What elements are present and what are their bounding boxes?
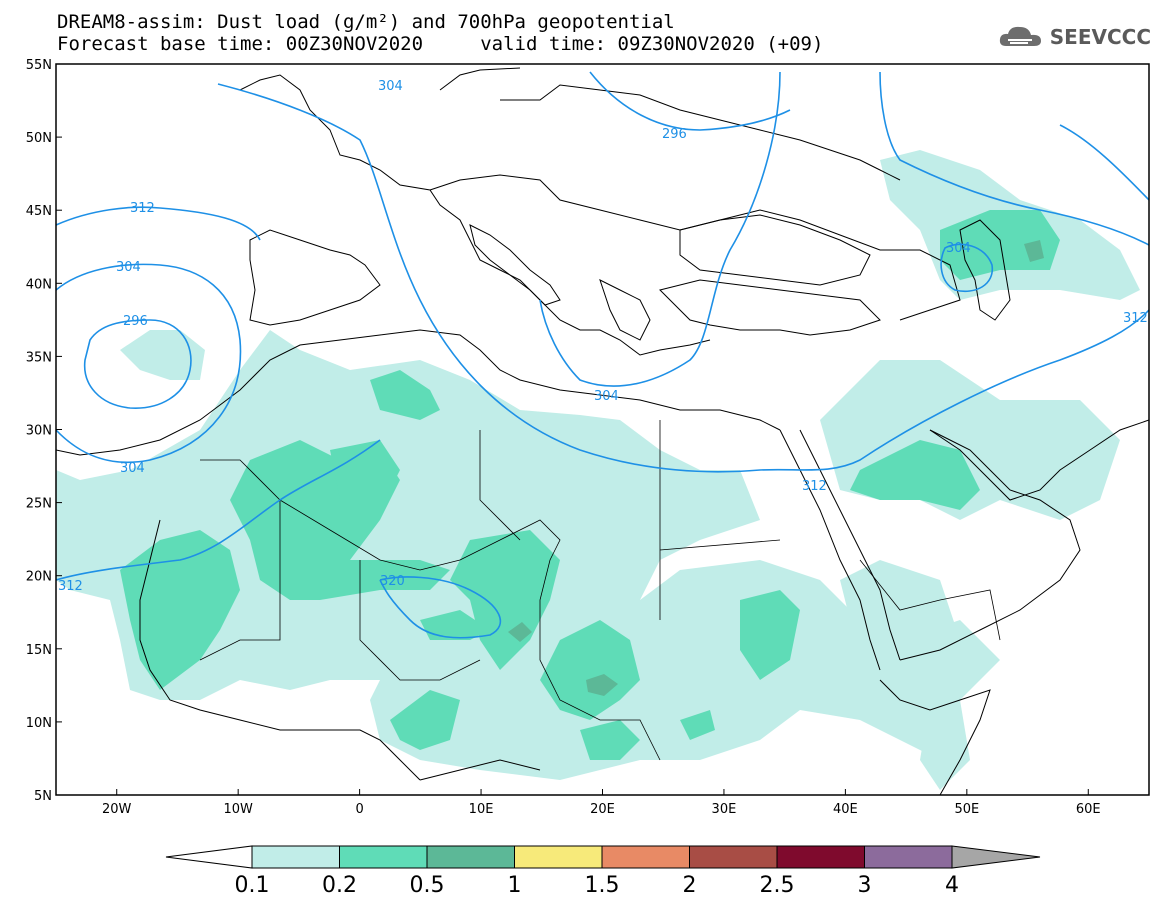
colorbar-swatch: [514, 845, 603, 869]
colorbar: 0.1 0.2 0.5 1 1.5 2 2.5 3 4: [165, 845, 1041, 898]
colorbar-label: 1.5: [585, 873, 620, 898]
lat-tick-label: 40N: [26, 277, 52, 292]
lon-tick-label: 50E: [954, 802, 979, 817]
colorbar-label: 1: [508, 873, 522, 898]
colorbar-label: 0.5: [410, 873, 445, 898]
lon-tick-label: 10E: [469, 802, 494, 817]
lon-tick-label: 60E: [1076, 802, 1101, 817]
contour-label: 304: [120, 461, 145, 476]
lat-tick-label: 20N: [26, 570, 52, 585]
contour-label: 304: [594, 389, 619, 404]
colorbar-swatch: [776, 845, 865, 869]
colorbar-label: 4: [945, 873, 959, 898]
chart-title: DREAM8-assim: Dust load (g/m²) and 700hP…: [57, 11, 675, 33]
contour-label: 304: [378, 79, 403, 94]
colorbar-swatch: [689, 845, 778, 869]
logo-text: SEEVCCC: [1049, 25, 1151, 49]
lon-tick-label: 20E: [590, 802, 615, 817]
colorbar-swatch: [251, 845, 340, 869]
chart-subtitle: Forecast base time: 00Z30NOV2020 valid t…: [57, 33, 824, 55]
cloud-icon: [999, 26, 1041, 46]
colorbar-swatch: [339, 845, 428, 869]
dust-shading: [56, 150, 1140, 790]
lat-tick-label: 5N: [34, 789, 52, 804]
colorbar-swatch: [601, 845, 690, 869]
coastlines: [56, 67, 1149, 795]
lat-tick-label: 50N: [26, 131, 52, 146]
lat-tick-label: 25N: [26, 497, 52, 512]
colorbar-label: 0.1: [235, 873, 270, 898]
contour-label: 312: [1123, 311, 1148, 326]
contour-label: 304: [116, 260, 141, 275]
lat-tick-label: 35N: [26, 350, 52, 365]
contour-label: 304: [946, 241, 971, 256]
lon-tick-label: 20W: [102, 802, 132, 817]
colorbar-over-arrow: [951, 845, 1041, 869]
lat-tick-label: 10N: [26, 716, 52, 731]
lat-tick-label: 45N: [26, 204, 52, 219]
contour-labels: 304 296 312 304 296 304 304 312 320 304 …: [58, 79, 1148, 594]
colorbar-label: 0.2: [322, 873, 357, 898]
lat-tick-label: 55N: [26, 58, 52, 73]
lon-tick-label: 10W: [223, 802, 253, 817]
lon-tick-label: 0: [355, 802, 363, 817]
longitude-axis: 20W 10W 0 10E 20E 30E 40E 50E 60E: [102, 789, 1101, 817]
contour-label: 296: [123, 314, 148, 329]
contour-label: 296: [662, 127, 687, 142]
contour-label: 312: [802, 479, 827, 494]
colorbar-label: 2: [683, 873, 697, 898]
contour-label: 312: [130, 201, 155, 216]
colorbar-swatch: [864, 845, 953, 869]
lon-tick-label: 30E: [712, 802, 737, 817]
colorbar-swatch: [426, 845, 515, 869]
seevccc-logo: SEEVCCC: [998, 24, 1151, 50]
geopotential-contours: [56, 71, 1149, 639]
contour-label: 312: [58, 579, 83, 594]
colorbar-label: 3: [858, 873, 872, 898]
colorbar-under-arrow: [165, 845, 253, 869]
colorbar-label: 2.5: [760, 873, 795, 898]
contour-label: 320: [380, 574, 405, 589]
lat-tick-label: 30N: [26, 424, 52, 439]
latitude-axis: 55N 50N 45N 40N 35N 30N 25N 20N 15N 10N 5N: [26, 58, 62, 804]
lon-tick-label: 40E: [833, 802, 858, 817]
lat-tick-label: 15N: [26, 643, 52, 658]
